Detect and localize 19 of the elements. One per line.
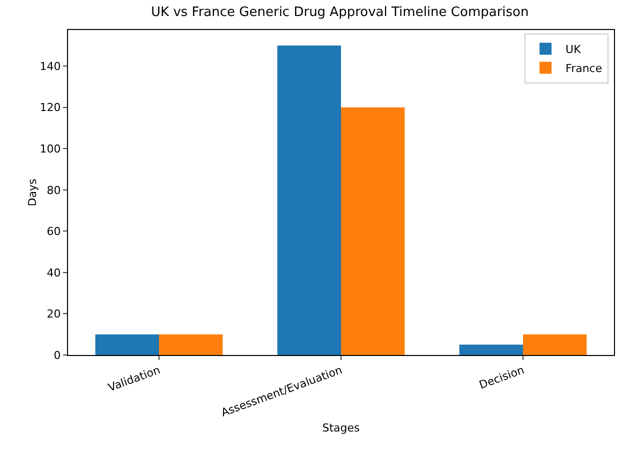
chart-title: UK vs France Generic Drug Approval Timeline Comparison <box>151 4 529 20</box>
x-axis-title: Stages <box>322 421 360 434</box>
bar <box>341 107 405 355</box>
y-tick-label: 60 <box>46 225 61 238</box>
y-tick-label: 140 <box>40 60 61 73</box>
legend-label: UK <box>566 43 582 56</box>
y-tick-label: 0 <box>54 348 61 362</box>
bar <box>277 45 341 355</box>
bar <box>95 334 159 355</box>
bar <box>459 344 523 355</box>
legend-label: France <box>566 62 602 76</box>
bar <box>159 334 223 355</box>
y-tick-label: 40 <box>46 266 61 280</box>
y-axis-title: Days <box>26 178 39 206</box>
y-tick-label: 20 <box>46 308 61 321</box>
y-tick-label: 100 <box>40 142 61 156</box>
bar <box>523 334 587 355</box>
y-tick-label: 120 <box>40 101 61 114</box>
y-tick-label: 80 <box>46 184 61 197</box>
